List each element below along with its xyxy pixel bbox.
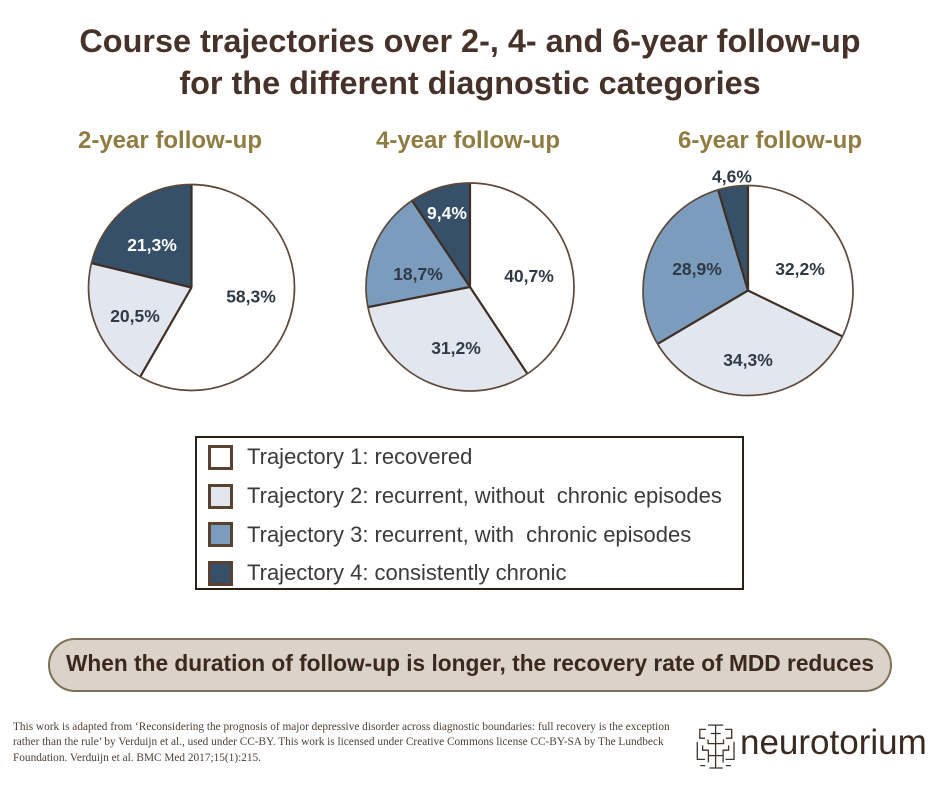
- svg-text:21,3%: 21,3%: [127, 235, 177, 255]
- svg-text:40,7%: 40,7%: [504, 266, 554, 286]
- svg-text:28,9%: 28,9%: [672, 259, 722, 279]
- svg-text:9,4%: 9,4%: [427, 203, 467, 223]
- svg-text:58,3%: 58,3%: [226, 287, 276, 307]
- svg-text:20,5%: 20,5%: [110, 306, 160, 326]
- svg-text:34,3%: 34,3%: [723, 350, 773, 370]
- svg-text:32,2%: 32,2%: [775, 259, 825, 279]
- svg-text:31,2%: 31,2%: [431, 338, 481, 358]
- svg-text:4,6%: 4,6%: [712, 167, 752, 187]
- svg-text:18,7%: 18,7%: [393, 264, 443, 284]
